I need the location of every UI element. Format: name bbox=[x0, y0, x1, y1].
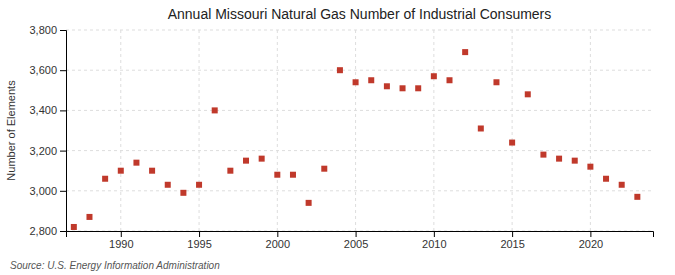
point bbox=[86, 214, 92, 220]
point bbox=[509, 140, 515, 146]
grid-line-y bbox=[66, 150, 653, 151]
point bbox=[384, 83, 390, 89]
point bbox=[227, 168, 233, 174]
y-tick-label: 3,400 bbox=[29, 104, 57, 116]
x-tick: 2015 bbox=[500, 231, 524, 250]
y-tick-mark bbox=[60, 151, 66, 152]
x-tick-label: 2000 bbox=[266, 238, 290, 250]
y-tick-label: 3,800 bbox=[29, 24, 57, 36]
x-axis-line bbox=[67, 232, 654, 238]
point bbox=[478, 125, 484, 131]
grid-line-y bbox=[66, 30, 653, 31]
point bbox=[400, 85, 406, 91]
x-tick-mark bbox=[512, 231, 513, 237]
y-tick-label: 3,000 bbox=[29, 185, 57, 197]
grid-line-y bbox=[66, 190, 653, 191]
y-tick-mark bbox=[60, 70, 66, 71]
grid-line-y bbox=[66, 110, 653, 111]
y-tick: 3,200 bbox=[29, 145, 66, 157]
point bbox=[196, 182, 202, 188]
grid-line-x bbox=[512, 30, 513, 231]
point bbox=[462, 49, 468, 55]
y-tick: 3,800 bbox=[29, 24, 66, 36]
points bbox=[71, 49, 641, 230]
point bbox=[290, 172, 296, 178]
grid-line-x bbox=[277, 30, 278, 231]
point bbox=[587, 164, 593, 170]
point bbox=[133, 160, 139, 166]
x-tick-label: 2005 bbox=[344, 238, 368, 250]
point bbox=[415, 85, 421, 91]
y-tick-mark bbox=[60, 110, 66, 111]
point bbox=[337, 67, 343, 73]
x-tick-mark bbox=[434, 231, 435, 237]
point bbox=[321, 166, 327, 172]
x-axis: 1990 1995 2000 2005 2010 2015 2020 bbox=[67, 231, 654, 250]
x-tick: 2005 bbox=[344, 231, 368, 250]
point bbox=[165, 182, 171, 188]
y-axis-line bbox=[60, 31, 67, 232]
grid bbox=[66, 30, 653, 231]
point bbox=[306, 200, 312, 206]
y-tick: 3,600 bbox=[29, 64, 66, 76]
x-tick: 1990 bbox=[109, 231, 133, 250]
point bbox=[353, 79, 359, 85]
y-axis: 2,800 3,000 3,200 3,400 3,600 3,800 bbox=[29, 24, 66, 237]
grid-line-x bbox=[355, 30, 356, 231]
point bbox=[149, 168, 155, 174]
x-tick: 2000 bbox=[266, 231, 290, 250]
point bbox=[259, 156, 265, 162]
x-tick-label: 2015 bbox=[500, 238, 524, 250]
point bbox=[102, 176, 108, 182]
x-tick-label: 2010 bbox=[422, 238, 446, 250]
x-tick-mark bbox=[199, 231, 200, 237]
point bbox=[243, 158, 249, 164]
x-tick: 1995 bbox=[187, 231, 211, 250]
grid-line-x bbox=[433, 30, 434, 231]
y-axis-label: Number of Elements bbox=[5, 80, 17, 181]
x-tick-label: 1995 bbox=[187, 238, 211, 250]
point bbox=[493, 79, 499, 85]
x-tick-label: 1990 bbox=[109, 238, 133, 250]
point bbox=[634, 194, 640, 200]
source: Source: U.S. Energy Information Administ… bbox=[10, 260, 220, 271]
y-tick-label: 3,600 bbox=[29, 64, 57, 76]
y-tick-mark bbox=[60, 231, 66, 232]
grid-line-y bbox=[66, 70, 653, 71]
point bbox=[619, 182, 625, 188]
point bbox=[603, 176, 609, 182]
point bbox=[274, 172, 280, 178]
y-tick: 3,400 bbox=[29, 104, 66, 116]
y-tick-label: 3,200 bbox=[29, 145, 57, 157]
grid-line-x bbox=[120, 30, 121, 231]
x-tick: 2010 bbox=[422, 231, 446, 250]
y-tick-mark bbox=[60, 30, 66, 31]
x-tick-mark bbox=[590, 231, 591, 237]
point bbox=[447, 77, 453, 83]
point bbox=[71, 224, 77, 230]
y-tick: 2,800 bbox=[29, 225, 66, 237]
chart: 1990 1995 2000 2005 2010 2015 2020 2,800 3,000 3,… bbox=[0, 0, 675, 275]
x-tick-mark bbox=[356, 231, 357, 237]
title: Annual Missouri Natural Gas Number of In… bbox=[168, 6, 552, 22]
point bbox=[540, 152, 546, 158]
y-tick-label: 2,800 bbox=[29, 225, 57, 237]
plot-area: 1990 1995 2000 2005 2010 2015 2020 2,800 3,000 3,… bbox=[29, 24, 653, 250]
point bbox=[180, 190, 186, 196]
point bbox=[556, 156, 562, 162]
x-tick-label: 2020 bbox=[579, 238, 603, 250]
x-tick: 2020 bbox=[579, 231, 603, 250]
y-tick: 3,000 bbox=[29, 185, 66, 197]
grid-line-x bbox=[590, 30, 591, 231]
point bbox=[118, 168, 124, 174]
y-tick-mark bbox=[60, 191, 66, 192]
x-tick-mark bbox=[277, 231, 278, 237]
point bbox=[212, 107, 218, 113]
point bbox=[525, 91, 531, 97]
point bbox=[572, 158, 578, 164]
point bbox=[431, 73, 437, 79]
grid-line-x bbox=[199, 30, 200, 231]
x-tick-mark bbox=[121, 231, 122, 237]
point bbox=[368, 77, 374, 83]
